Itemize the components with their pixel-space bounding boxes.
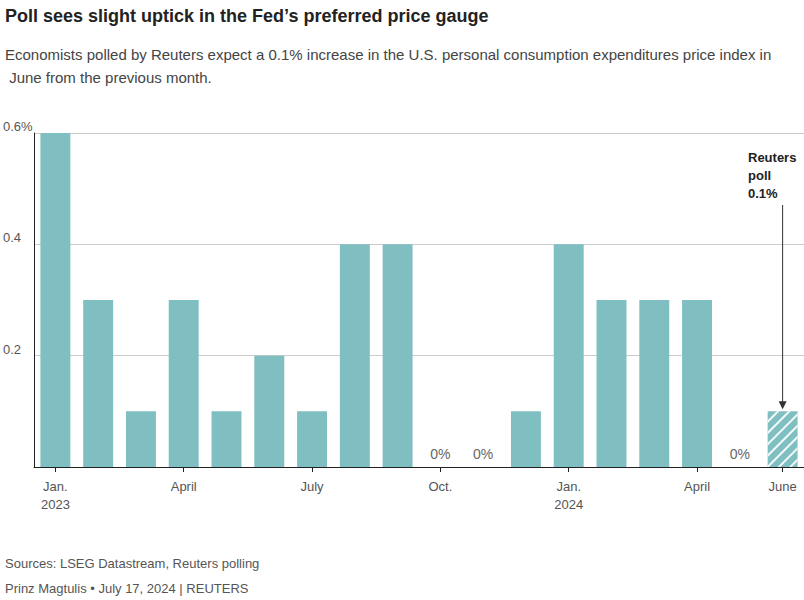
svg-text:April: April xyxy=(684,479,710,494)
svg-text:July: July xyxy=(300,479,324,494)
svg-text:0.6%: 0.6% xyxy=(3,119,33,134)
svg-text:Jan.: Jan. xyxy=(43,479,68,494)
svg-text:2024: 2024 xyxy=(554,497,583,512)
svg-text:poll: poll xyxy=(748,168,771,183)
svg-text:2023: 2023 xyxy=(41,497,70,512)
svg-text:June from the previous month.: June from the previous month. xyxy=(5,69,212,86)
svg-text:0.4: 0.4 xyxy=(3,230,21,245)
svg-text:0%: 0% xyxy=(473,446,493,462)
svg-text:Poll sees slight uptick in the: Poll sees slight uptick in the Fed’s pre… xyxy=(5,6,488,26)
svg-text:0.2: 0.2 xyxy=(3,342,21,357)
svg-text:0%: 0% xyxy=(730,446,750,462)
svg-text:0.1%: 0.1% xyxy=(748,186,778,201)
svg-text:Prinz Magtulis • July 17, 2024: Prinz Magtulis • July 17, 2024 | REUTERS xyxy=(5,581,249,596)
svg-text:0%: 0% xyxy=(430,446,450,462)
svg-text:April: April xyxy=(171,479,197,494)
svg-text:June: June xyxy=(769,479,797,494)
svg-text:Jan.: Jan. xyxy=(556,479,581,494)
svg-text:Economists polled by Reuters e: Economists polled by Reuters expect a 0.… xyxy=(5,46,771,63)
svg-text:Oct.: Oct. xyxy=(428,479,452,494)
svg-text:Sources: LSEG Datastream, Reut: Sources: LSEG Datastream, Reuters pollin… xyxy=(5,556,259,571)
svg-text:Reuters: Reuters xyxy=(748,150,796,165)
